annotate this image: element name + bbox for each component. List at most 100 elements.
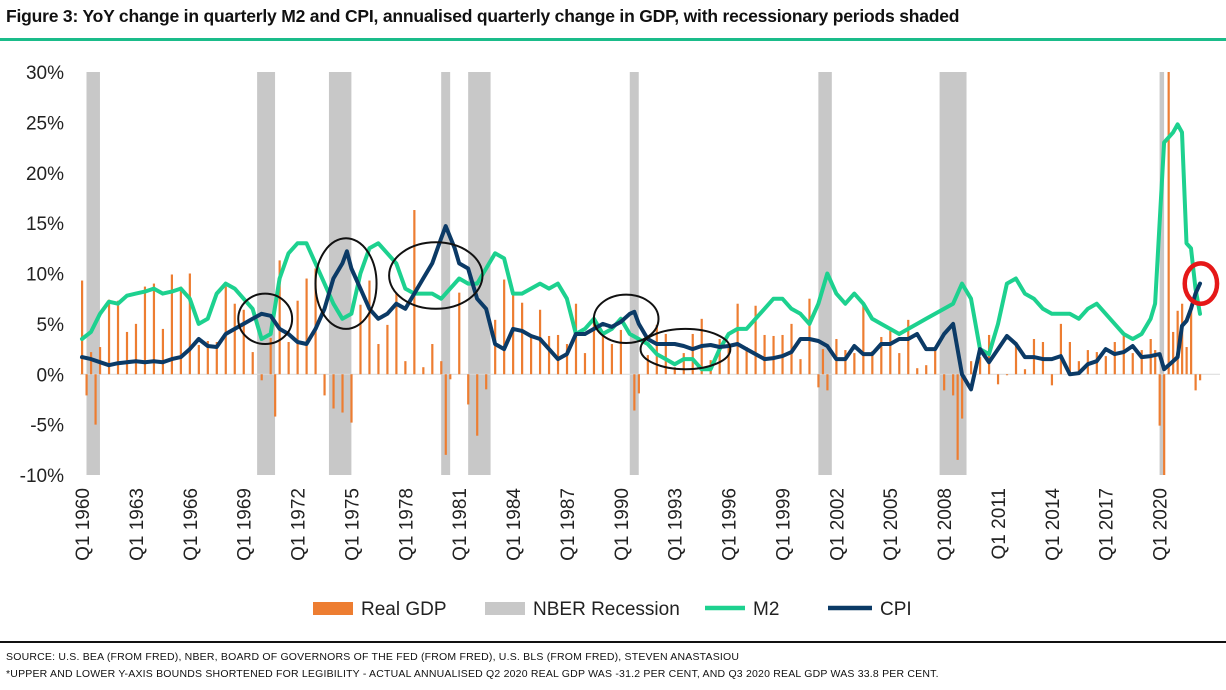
- gdp-bar: [970, 361, 973, 375]
- x-tick-label: Q1 1996: [720, 488, 741, 561]
- legend-label: Real GDP: [361, 599, 447, 620]
- chart-title: Figure 3: YoY change in quarterly M2 and…: [6, 6, 960, 26]
- gdp-bar: [1122, 335, 1125, 375]
- x-tick-label: Q1 1981: [450, 488, 471, 561]
- gdp-bar: [386, 324, 389, 375]
- gdp-bar: [274, 374, 277, 417]
- gdp-bar: [233, 303, 236, 375]
- x-tick-label: Q1 2014: [1043, 488, 1064, 561]
- gdp-bar: [494, 319, 497, 375]
- gdp-bar: [332, 374, 335, 409]
- gdp-bar: [81, 280, 84, 375]
- gdp-bar: [1023, 369, 1027, 375]
- gdp-bar: [1163, 374, 1166, 475]
- gdp-bar: [844, 350, 847, 375]
- legend: Real GDP NBER Recession M2 CPI: [313, 599, 912, 620]
- gdp-bar: [583, 353, 587, 375]
- y-tick-label: 20%: [26, 164, 64, 185]
- x-tick-label: Q1 1969: [235, 488, 256, 561]
- gdp-bar: [94, 374, 97, 425]
- legend-swatch: [485, 602, 525, 615]
- title-divider: [0, 38, 1226, 41]
- gdp-bar: [449, 374, 452, 380]
- gdp-bar: [476, 374, 479, 436]
- gdp-bar: [1190, 304, 1193, 375]
- m2-line: [80, 122, 1202, 372]
- gdp-bar: [727, 348, 730, 375]
- gdp-bar: [637, 374, 640, 394]
- recession-shading: [86, 72, 1165, 475]
- gdp-bar: [287, 342, 290, 375]
- gdp-bar: [763, 334, 766, 375]
- gdp-bar: [1050, 374, 1054, 386]
- x-tick-label: Q1 1966: [181, 488, 202, 561]
- gdp-bar: [296, 300, 299, 375]
- gdp-bar: [444, 374, 447, 455]
- series-lines: [80, 122, 1202, 392]
- gdp-bar: [592, 319, 596, 375]
- gdp-bar: [440, 361, 443, 375]
- annotation-ellipse: [639, 327, 732, 371]
- gdp-bar: [601, 332, 605, 375]
- gdp-bar: [916, 368, 919, 375]
- real-gdp-bars: [81, 72, 1202, 475]
- gdp-bar: [179, 286, 182, 375]
- recession-band: [328, 72, 352, 475]
- y-tick-label: 10%: [26, 265, 64, 286]
- x-tick-label: Q1 1993: [666, 488, 687, 561]
- gdp-bar: [278, 260, 281, 375]
- gdp-bar: [107, 299, 111, 375]
- y-tick-label: 0%: [37, 365, 65, 386]
- recession-band: [441, 72, 451, 475]
- footnote: *UPPER AND LOWER Y-AXIS BOUNDS SHORTENED…: [6, 668, 939, 680]
- gdp-bar: [188, 273, 191, 375]
- gdp-bar: [547, 335, 551, 375]
- gdp-bar: [574, 303, 578, 375]
- legend-label: NBER Recession: [533, 599, 680, 620]
- x-tick-label: Q1 1987: [558, 488, 579, 561]
- x-tick-label: Q1 2017: [1097, 488, 1118, 561]
- recession-band: [818, 72, 832, 475]
- annotation-ellipse: [388, 241, 484, 310]
- legend-swatch: [313, 602, 353, 615]
- gdp-bar: [269, 337, 272, 375]
- gdp-bar: [1172, 331, 1175, 375]
- gdp-bar: [260, 374, 263, 381]
- gdp-bar: [529, 334, 533, 375]
- gdp-bar: [503, 279, 506, 375]
- y-tick-label: 15%: [26, 214, 64, 235]
- y-axis: -10% -5% 0% 5% 10% 15% 20% 25% 30%: [20, 63, 64, 487]
- gdp-bar: [377, 344, 380, 375]
- x-axis: Q1 1960 Q1 1963 Q1 1966 Q1 1969 Q1 1972 Q1 19…: [73, 488, 1172, 561]
- gdp-bar: [880, 336, 883, 375]
- x-tick-label: Q1 2005: [881, 488, 902, 561]
- gdp-bar: [89, 352, 93, 375]
- gdp-bar: [1158, 374, 1161, 426]
- gdp-bar: [170, 274, 173, 375]
- y-tick-label: 30%: [26, 63, 64, 84]
- x-tick-label: Q1 1978: [396, 488, 417, 561]
- x-tick-label: Q1 2002: [827, 488, 848, 561]
- gdp-bar: [161, 328, 165, 375]
- gdp-bar: [619, 329, 622, 375]
- gdp-bar: [1131, 353, 1134, 375]
- gdp-bar: [152, 283, 156, 375]
- gdp-bar: [772, 335, 775, 375]
- gdp-bar: [206, 341, 209, 375]
- y-tick-label: 25%: [26, 113, 64, 134]
- chart: -10%-5%0%5%10%15%20%25%30% Q1 1960 Q1 196…: [20, 63, 1220, 620]
- gdp-bar: [1199, 374, 1202, 381]
- gdp-bar: [251, 352, 254, 375]
- gdp-bar: [633, 374, 636, 411]
- x-tick-label: Q1 1960: [73, 488, 94, 561]
- x-tick-label: Q1 1963: [127, 488, 148, 561]
- gdp-bar: [1185, 347, 1188, 375]
- gdp-bar: [996, 374, 1000, 385]
- gdp-bar: [1140, 350, 1143, 375]
- gdp-bar: [1005, 374, 1009, 376]
- legend-label: CPI: [880, 599, 912, 620]
- gdp-bar: [341, 374, 344, 413]
- recession-band: [257, 72, 276, 475]
- x-tick-label: Q1 1999: [773, 488, 794, 561]
- gdp-bar: [817, 374, 820, 388]
